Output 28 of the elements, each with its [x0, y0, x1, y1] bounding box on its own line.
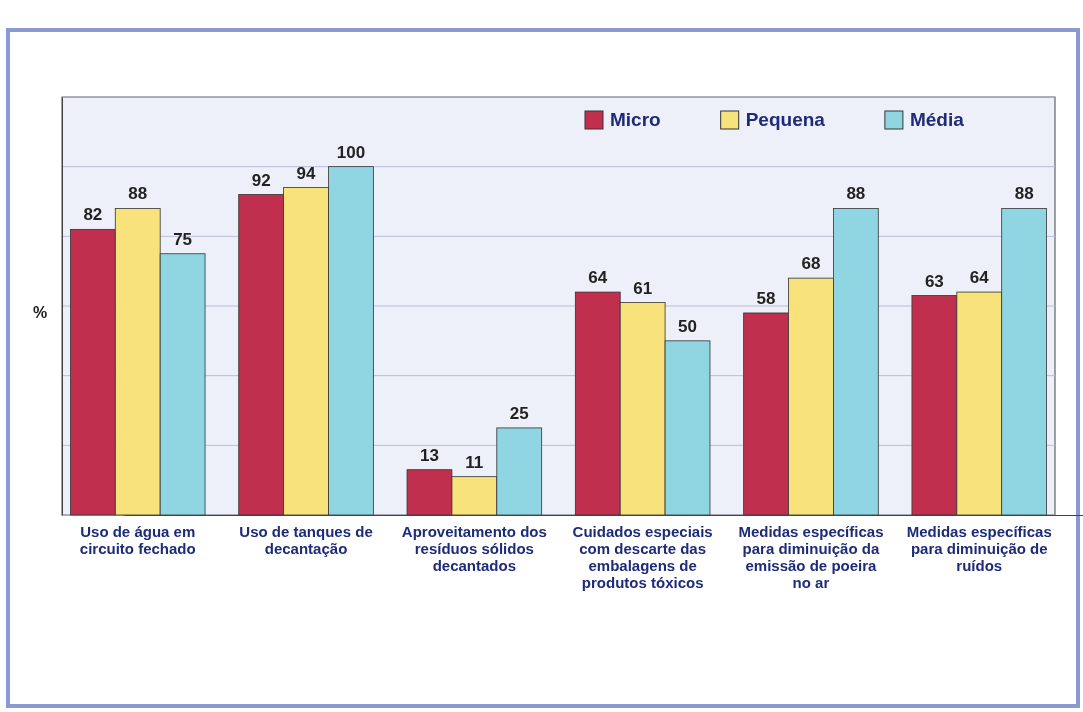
- data-label: 64: [588, 268, 608, 288]
- data-label: 82: [83, 205, 103, 225]
- x-tick-label: Cuidados especiais com descarte das embalagens de produtos tóxicos: [572, 523, 713, 591]
- data-label: 94: [296, 163, 317, 183]
- data-label: 88: [1014, 184, 1034, 204]
- data-label: 50: [678, 316, 697, 336]
- x-tick-label: Uso de tanques de decantação: [239, 523, 373, 557]
- x-tick-label: Aproveitamento dos resíduos sólidos decantados: [401, 523, 547, 574]
- data-label: 75: [173, 229, 193, 249]
- data-label: 100: [336, 142, 366, 162]
- legend-label: Micro: [610, 109, 661, 130]
- data-label: 88: [846, 184, 866, 204]
- data-label: 68: [801, 254, 821, 274]
- data-label: 63: [924, 271, 944, 291]
- data-label: 58: [756, 288, 776, 308]
- data-label: 88: [128, 184, 148, 204]
- data-label: 61: [633, 278, 653, 298]
- x-tick-label: Medidas específicas para diminuição de ruídos: [906, 523, 1052, 574]
- data-label: 64: [969, 268, 990, 288]
- x-tick-label: Medidas específicas para diminuição da emissão de poeira no ar: [738, 523, 884, 591]
- legend-label: Pequena: [745, 109, 826, 130]
- data-label: 92: [251, 170, 271, 190]
- data-label: 25: [509, 403, 529, 423]
- x-tick-label: Uso de água em circuito fechado: [79, 523, 196, 557]
- y-axis-title: %: [32, 304, 48, 321]
- legend-label: Média: [909, 109, 965, 130]
- data-label: 11: [465, 452, 484, 472]
- data-label: 13: [420, 445, 439, 465]
